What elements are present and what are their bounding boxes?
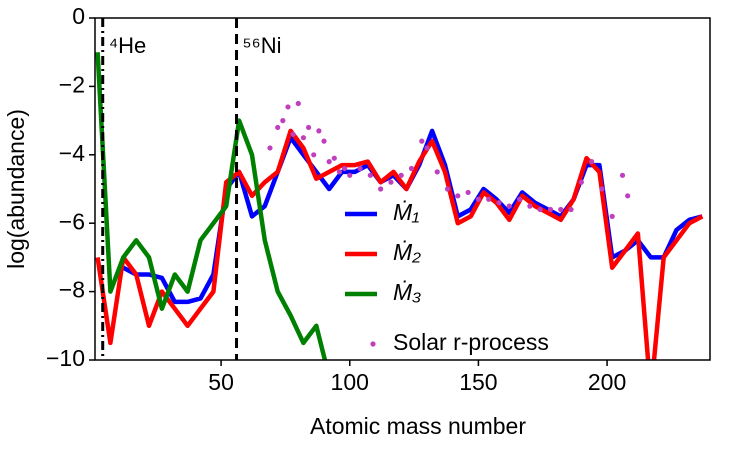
solar-point [275, 124, 281, 131]
solar-point [537, 206, 543, 213]
legend-label: Ṁ₁ [393, 199, 419, 225]
solar-point [578, 179, 584, 185]
solar-point [589, 159, 595, 165]
solar-point [305, 124, 312, 131]
y-tick-label: −8 [59, 277, 85, 303]
solar-point [357, 165, 363, 172]
x-tick-label: 200 [588, 369, 626, 395]
solar-point [506, 203, 512, 209]
solar-point [527, 203, 533, 209]
solar-point [336, 169, 343, 175]
y-tick-label: −10 [46, 345, 85, 371]
solar-point [516, 196, 523, 202]
solar-point [267, 145, 273, 151]
solar-point [367, 172, 373, 178]
legend-label: Solar r-process [393, 329, 549, 355]
solar-point [295, 100, 301, 107]
solar-point [342, 165, 348, 172]
reference-label: ⁵⁶Ni [243, 33, 282, 58]
solar-point [444, 186, 451, 192]
solar-point [455, 193, 461, 199]
solar-point [568, 206, 574, 213]
x-tick-label: 150 [459, 369, 497, 395]
solar-point [599, 186, 605, 192]
solar-point [408, 165, 415, 172]
solar-point [419, 138, 425, 144]
solar-point [609, 213, 615, 219]
y-tick-label: −2 [59, 71, 85, 97]
legend-label: Ṁ₂ [393, 239, 421, 265]
solar-point [434, 169, 440, 175]
reference-label: ⁴He [109, 33, 147, 58]
solar-point [378, 186, 384, 192]
solar-point [300, 135, 307, 141]
plot-area [95, 52, 704, 360]
x-tick-label: 100 [331, 369, 369, 395]
solar-point [465, 189, 471, 196]
plot-frame [94, 17, 711, 361]
solar-point [475, 196, 482, 202]
y-tick-label: −4 [59, 140, 85, 166]
x-tick-label: 50 [208, 369, 234, 395]
solar-point [625, 193, 631, 199]
solar-point [326, 159, 332, 165]
legend-marker [370, 341, 376, 347]
legend-label: Ṁ₃ [393, 279, 421, 305]
solar-point [331, 155, 337, 161]
solar-point [311, 152, 317, 158]
y-axis-label: log(abundance) [3, 109, 29, 269]
solar-point [547, 206, 554, 213]
solar-point [285, 104, 291, 110]
solar-point [388, 179, 394, 185]
solar-point [316, 128, 322, 134]
solar-point [486, 196, 492, 202]
y-tick-label: −6 [59, 208, 85, 234]
x-axis-label: Atomic mass number [310, 413, 526, 439]
solar-point [280, 118, 286, 124]
solar-point [496, 200, 502, 206]
solar-point [619, 172, 626, 178]
solar-point [398, 172, 404, 178]
y-tick-label: 0 [72, 3, 85, 29]
solar-point [558, 206, 564, 213]
solar-point [347, 172, 353, 178]
solar-point [290, 131, 296, 137]
series-line [95, 52, 328, 360]
solar-point [321, 138, 327, 144]
solar-point [424, 145, 430, 151]
